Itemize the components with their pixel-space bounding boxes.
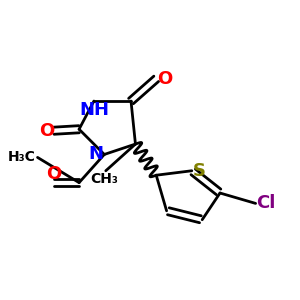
Text: N: N [88, 146, 103, 164]
Text: CH₃: CH₃ [90, 172, 118, 186]
Text: Cl: Cl [256, 194, 276, 212]
Text: O: O [46, 165, 62, 183]
Text: H₃C: H₃C [8, 149, 36, 164]
Text: S: S [193, 162, 206, 180]
Text: NH: NH [79, 101, 109, 119]
Text: O: O [158, 70, 173, 88]
Text: O: O [39, 122, 54, 140]
